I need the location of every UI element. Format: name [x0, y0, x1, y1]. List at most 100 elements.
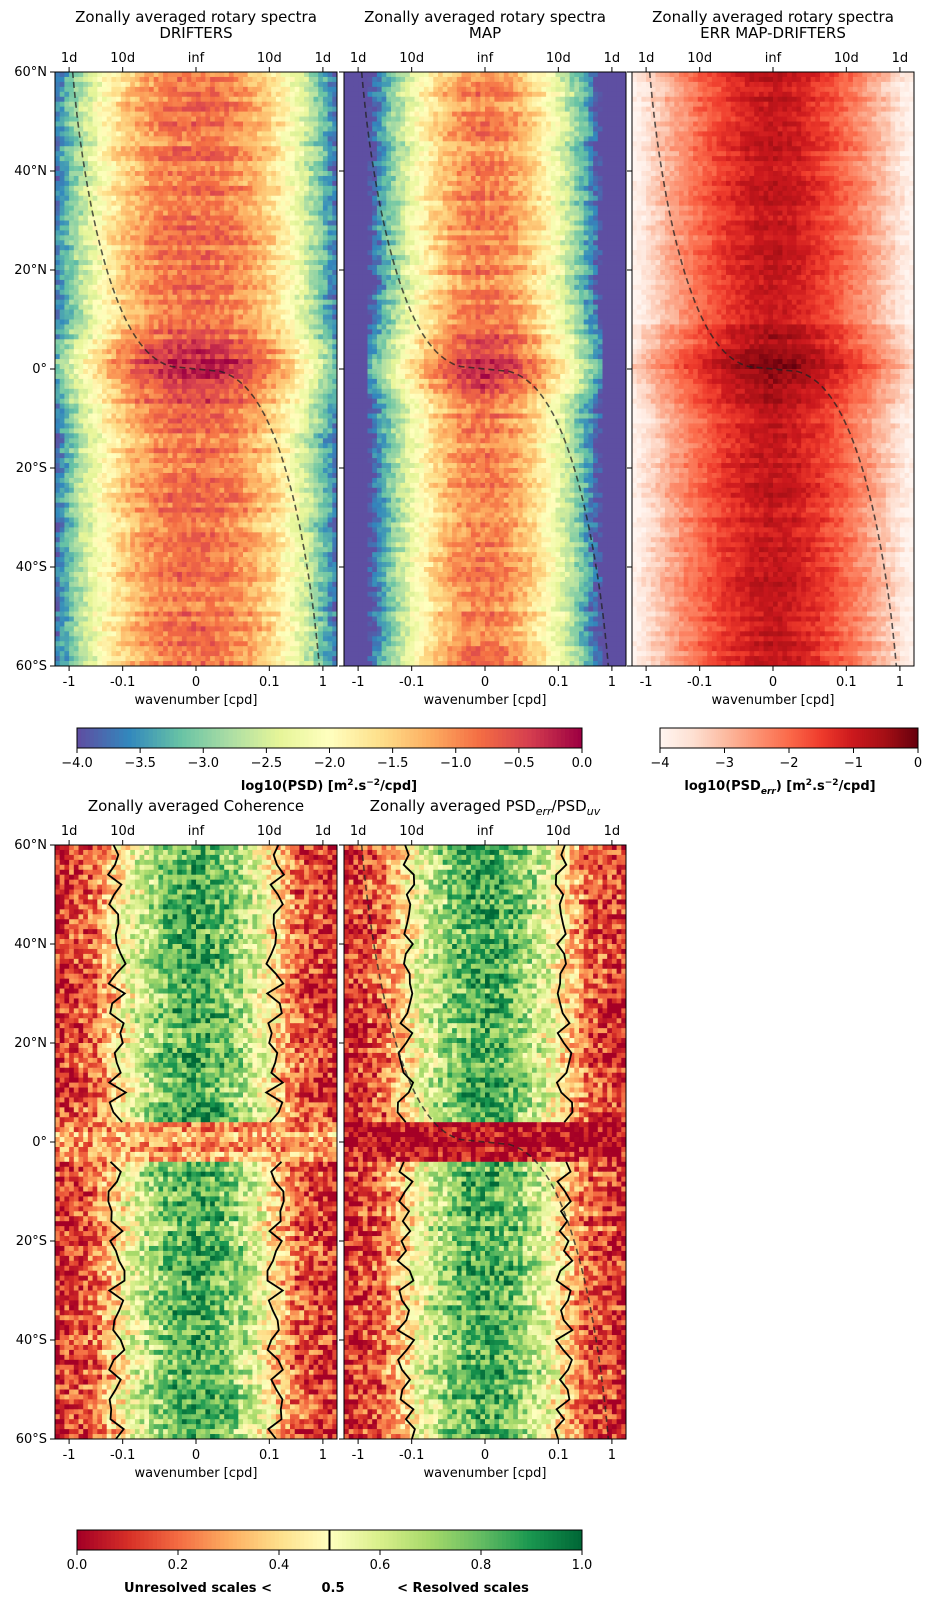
heatmap-cell — [88, 186, 93, 191]
heatmap-cell — [210, 107, 215, 112]
heatmap-cell — [285, 161, 290, 166]
heatmap-cell — [64, 166, 69, 171]
heatmap-cell — [229, 161, 234, 166]
heatmap-cell — [215, 92, 220, 97]
heatmap-cell — [243, 112, 248, 117]
heatmap-cell — [295, 191, 300, 196]
heatmap-cell — [220, 151, 225, 156]
heatmap-cell — [304, 87, 309, 92]
heatmap-cell — [83, 260, 88, 265]
heatmap-cell — [135, 102, 140, 107]
heatmap-cell — [144, 146, 149, 151]
heatmap-cell — [158, 82, 163, 87]
heatmap-cell — [238, 305, 243, 310]
heatmap-cell — [299, 225, 304, 230]
heatmap-cell — [97, 320, 102, 325]
heatmap-cell — [210, 97, 215, 102]
heatmap-cell — [243, 315, 248, 320]
heatmap-cell — [318, 107, 323, 112]
heatmap-cell — [187, 112, 192, 117]
heatmap-cell — [318, 181, 323, 186]
heatmap-cell — [229, 225, 234, 230]
heatmap-cell — [210, 285, 215, 290]
heatmap-cell — [205, 97, 210, 102]
heatmap-cell — [126, 245, 131, 250]
heatmap-cell — [187, 146, 192, 151]
heatmap-cell — [74, 156, 79, 161]
heatmap-cell — [285, 275, 290, 280]
heatmap-cell — [149, 117, 154, 122]
heatmap-cell — [177, 161, 182, 166]
heatmap-cell — [285, 186, 290, 191]
heatmap-cell — [220, 225, 225, 230]
heatmap-cell — [107, 181, 112, 186]
heatmap-cell — [154, 151, 159, 156]
heatmap-cell — [201, 136, 206, 141]
heatmap-cell — [191, 300, 196, 305]
heatmap-cell — [243, 72, 248, 77]
heatmap-cell — [215, 211, 220, 216]
heatmap-cell — [323, 131, 328, 136]
heatmap-cell — [191, 146, 196, 151]
heatmap-cell — [299, 131, 304, 136]
heatmap-cell — [215, 196, 220, 201]
heatmap-cell — [144, 107, 149, 112]
heatmap-cell — [144, 225, 149, 230]
heatmap-cell — [295, 260, 300, 265]
heatmap-cell — [158, 305, 163, 310]
heatmap-cell — [205, 300, 210, 305]
heatmap-cell — [243, 206, 248, 211]
heatmap-cell — [130, 161, 135, 166]
heatmap-cell — [111, 181, 116, 186]
heatmap-cell — [238, 97, 243, 102]
heatmap-cell — [318, 136, 323, 141]
heatmap-cell — [318, 230, 323, 235]
heatmap-cell — [191, 191, 196, 196]
heatmap-cell — [83, 136, 88, 141]
heatmap-cell — [168, 156, 173, 161]
heatmap-cell — [304, 176, 309, 181]
heatmap-cell — [111, 136, 116, 141]
heatmap-cell — [79, 166, 84, 171]
heatmap-cell — [102, 117, 107, 122]
heatmap-cell — [64, 245, 69, 250]
heatmap-cell — [168, 255, 173, 260]
heatmap-cell — [229, 141, 234, 146]
heatmap-cell — [295, 250, 300, 255]
heatmap-cell — [116, 156, 121, 161]
heatmap-cell — [144, 211, 149, 216]
heatmap-cell — [257, 156, 262, 161]
heatmap-cell — [111, 320, 116, 325]
heatmap-cell — [304, 265, 309, 270]
heatmap-cell — [88, 320, 93, 325]
heatmap-cell — [126, 285, 131, 290]
heatmap-cell — [267, 305, 272, 310]
heatmap-cell — [224, 221, 229, 226]
heatmap-cell — [290, 260, 295, 265]
heatmap-cell — [205, 206, 210, 211]
heatmap-cell — [111, 171, 116, 176]
heatmap-cell — [191, 230, 196, 235]
heatmap-cell — [299, 285, 304, 290]
heatmap-cell — [281, 260, 286, 265]
heatmap-cell — [88, 151, 93, 156]
heatmap-cell — [60, 235, 65, 240]
heatmap-cell — [182, 196, 187, 201]
heatmap-cell — [238, 181, 243, 186]
heatmap-cell — [196, 221, 201, 226]
heatmap-cell — [248, 300, 253, 305]
heatmap-cell — [234, 315, 239, 320]
heatmap-cell — [69, 171, 74, 176]
heatmap-cell — [154, 186, 159, 191]
heatmap-cell — [276, 196, 281, 201]
heatmap-cell — [140, 107, 145, 112]
heatmap-cell — [285, 112, 290, 117]
heatmap-cell — [177, 131, 182, 136]
heatmap-cell — [238, 285, 243, 290]
heatmap-cell — [234, 136, 239, 141]
heatmap-cell — [93, 201, 98, 206]
heatmap-cell — [290, 300, 295, 305]
heatmap-cell — [130, 315, 135, 320]
heatmap-cell — [121, 196, 126, 201]
heatmap-cell — [69, 107, 74, 112]
